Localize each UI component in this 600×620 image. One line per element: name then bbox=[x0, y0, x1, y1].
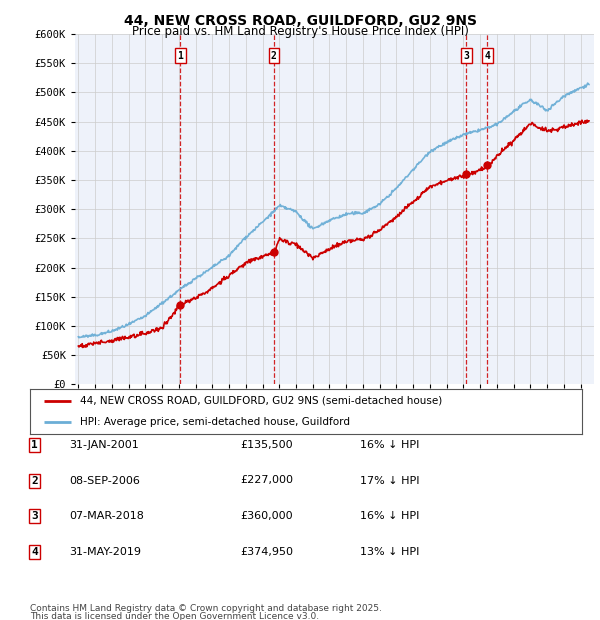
Text: This data is licensed under the Open Government Licence v3.0.: This data is licensed under the Open Gov… bbox=[30, 612, 319, 620]
Text: HPI: Average price, semi-detached house, Guildford: HPI: Average price, semi-detached house,… bbox=[80, 417, 350, 427]
Text: 31-JAN-2001: 31-JAN-2001 bbox=[69, 440, 139, 450]
Text: 1: 1 bbox=[31, 440, 38, 450]
Text: Contains HM Land Registry data © Crown copyright and database right 2025.: Contains HM Land Registry data © Crown c… bbox=[30, 604, 382, 613]
Text: 07-MAR-2018: 07-MAR-2018 bbox=[69, 512, 144, 521]
Text: 3: 3 bbox=[31, 512, 38, 521]
Text: 31-MAY-2019: 31-MAY-2019 bbox=[69, 547, 141, 557]
Text: 4: 4 bbox=[484, 51, 490, 61]
Text: 1: 1 bbox=[177, 51, 183, 61]
Text: 13% ↓ HPI: 13% ↓ HPI bbox=[360, 547, 419, 557]
Text: 17% ↓ HPI: 17% ↓ HPI bbox=[360, 476, 419, 485]
Text: £374,950: £374,950 bbox=[240, 547, 293, 557]
Text: 08-SEP-2006: 08-SEP-2006 bbox=[69, 476, 140, 485]
Text: 44, NEW CROSS ROAD, GUILDFORD, GU2 9NS: 44, NEW CROSS ROAD, GUILDFORD, GU2 9NS bbox=[124, 14, 476, 28]
Text: 3: 3 bbox=[463, 51, 469, 61]
Text: £135,500: £135,500 bbox=[240, 440, 293, 450]
Text: £227,000: £227,000 bbox=[240, 476, 293, 485]
Text: 44, NEW CROSS ROAD, GUILDFORD, GU2 9NS (semi-detached house): 44, NEW CROSS ROAD, GUILDFORD, GU2 9NS (… bbox=[80, 396, 442, 406]
Text: 2: 2 bbox=[31, 476, 38, 485]
Text: 2: 2 bbox=[271, 51, 277, 61]
Text: Price paid vs. HM Land Registry's House Price Index (HPI): Price paid vs. HM Land Registry's House … bbox=[131, 25, 469, 38]
Text: 4: 4 bbox=[31, 547, 38, 557]
Text: 16% ↓ HPI: 16% ↓ HPI bbox=[360, 440, 419, 450]
Text: £360,000: £360,000 bbox=[240, 512, 293, 521]
Text: 16% ↓ HPI: 16% ↓ HPI bbox=[360, 512, 419, 521]
